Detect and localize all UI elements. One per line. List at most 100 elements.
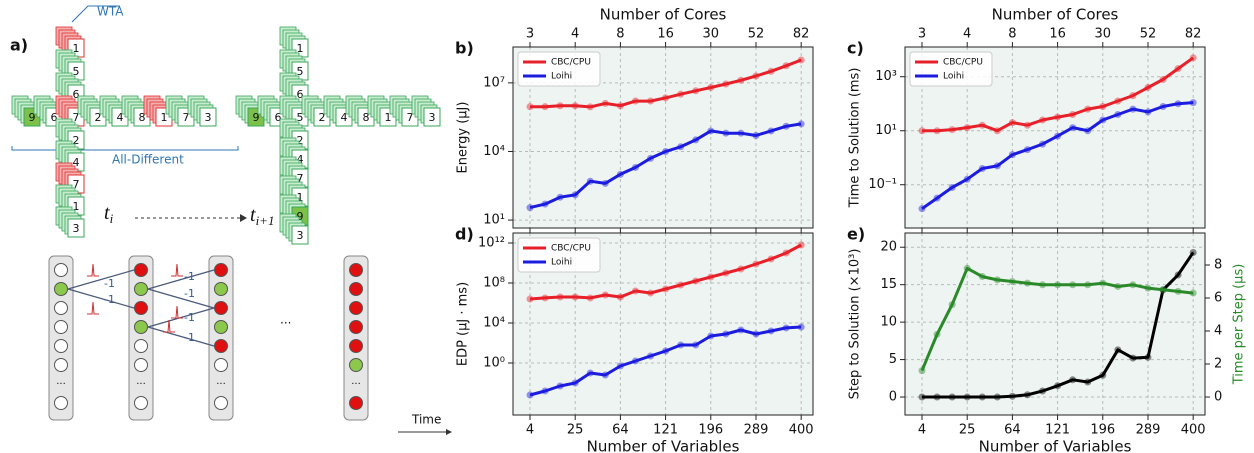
x-tick-label: 196 — [1090, 423, 1115, 438]
x2-tick-label: 82 — [1185, 27, 1202, 42]
cell-value: 2 — [73, 134, 80, 147]
x2-tick-label: 8 — [616, 27, 624, 42]
legend-label: CBC/CPU — [551, 58, 591, 68]
time-end: ti+1 — [250, 204, 274, 228]
spike — [87, 263, 99, 277]
x2-tick-label: 30 — [703, 27, 720, 42]
neuron — [134, 339, 148, 353]
neuron — [349, 282, 363, 296]
x-axis-label: Number of Variables — [979, 438, 1132, 453]
ellipsis: ... — [351, 376, 361, 387]
panel-label: a) — [10, 36, 28, 55]
cell-value: 4 — [73, 156, 80, 169]
cell-value: 7 — [73, 111, 80, 124]
cell-value: 1 — [297, 42, 304, 55]
synapse — [147, 326, 215, 347]
neuron — [134, 263, 148, 277]
ellipsis: ... — [56, 376, 66, 387]
y-tick-label: 10⁻¹ — [868, 177, 897, 192]
cell-value: 1 — [73, 200, 80, 213]
x2-tick-label: 3 — [526, 27, 534, 42]
time-axis-label: Time — [411, 413, 441, 427]
synapse — [67, 269, 135, 290]
neuron — [54, 320, 68, 334]
cell — [423, 107, 441, 127]
cell-value: 5 — [73, 65, 80, 78]
y-tick-label: 10⁷ — [483, 75, 505, 90]
cell-value: 9 — [253, 111, 260, 124]
neuron — [349, 396, 363, 410]
wta-bracket — [71, 5, 120, 23]
y-axis-label: Energy (μJ) — [456, 102, 471, 174]
neuron — [214, 358, 228, 372]
cell-value: 5 — [297, 65, 304, 78]
series-line — [529, 325, 802, 397]
cell-value: 1 — [73, 42, 80, 55]
x2-tick-label: 4 — [571, 27, 579, 42]
x2-tick-label: 82 — [793, 27, 810, 42]
y-tick-label: 10⁴ — [483, 144, 505, 159]
cell-value: 6 — [73, 88, 80, 101]
legend-label: Loihi — [943, 72, 964, 82]
t: t — [104, 202, 110, 224]
x-tick-label: 400 — [789, 423, 814, 438]
x-axis-label: Number of Variables — [587, 438, 740, 453]
y2-tick-label: 6 — [1214, 291, 1222, 306]
cell-value: 4 — [117, 111, 124, 124]
synapse — [147, 269, 215, 290]
y-axis-label: Time to Solution (ms) — [848, 68, 863, 209]
spike — [171, 263, 183, 277]
y-tick-label: 10⁸ — [483, 275, 505, 290]
y2-tick-label: 4 — [1214, 324, 1222, 339]
alldiff-bracket — [11, 146, 239, 151]
plot-frame — [904, 46, 1206, 229]
alldiff-label: All-Different — [112, 153, 184, 167]
neuron — [54, 339, 68, 353]
x2-tick-label: 16 — [1049, 27, 1066, 42]
series-line — [920, 266, 1194, 372]
x2-tick-label: 52 — [748, 27, 765, 42]
cell-value: 9 — [297, 210, 304, 223]
y2-tick-label: 0 — [1214, 390, 1222, 405]
panel-label: e) — [847, 225, 865, 244]
neuron — [349, 358, 363, 372]
y-axis-label: Step to Solution (×10³) — [848, 249, 863, 400]
neuron — [349, 339, 363, 353]
x-tick-label: 25 — [567, 423, 584, 438]
x-tick-label: 121 — [653, 423, 678, 438]
cell-value: 6 — [275, 111, 282, 124]
x-tick-label: 121 — [1045, 423, 1070, 438]
edge-weight: -1 — [184, 331, 195, 344]
edge-weight: -1 — [184, 270, 195, 283]
plot-frame — [904, 232, 1206, 416]
panel-label: b) — [455, 39, 474, 58]
plot-frame — [512, 232, 814, 416]
neuron-column — [343, 255, 369, 421]
edge-weight: -1 — [184, 287, 195, 300]
y-tick-label: 10 — [880, 315, 897, 330]
neuron — [134, 396, 148, 410]
neuron-column — [128, 255, 154, 421]
edge-weight: -1 — [184, 311, 195, 324]
data-point — [918, 393, 926, 401]
cell-value: 8 — [363, 111, 370, 124]
synapse — [147, 288, 215, 309]
cell-value: 7 — [407, 111, 414, 124]
neuron — [134, 320, 148, 334]
panel-label: d) — [455, 225, 474, 244]
cell-value: 9 — [29, 111, 36, 124]
x2-tick-label: 3 — [918, 27, 926, 42]
x2-tick-label: 8 — [1008, 27, 1016, 42]
cell-value: 2 — [95, 111, 102, 124]
cell-value: 4 — [341, 111, 348, 124]
neuron — [349, 301, 363, 315]
spike — [163, 319, 175, 333]
x-tick-label: 289 — [744, 423, 769, 438]
neuron — [214, 301, 228, 315]
neuron — [214, 339, 228, 353]
y-tick-label: 10⁰ — [483, 355, 505, 370]
neuron — [214, 396, 228, 410]
legend-label: CBC/CPU — [551, 244, 591, 254]
x-tick-label: 4 — [918, 423, 926, 438]
legend-label: CBC/CPU — [943, 58, 983, 68]
